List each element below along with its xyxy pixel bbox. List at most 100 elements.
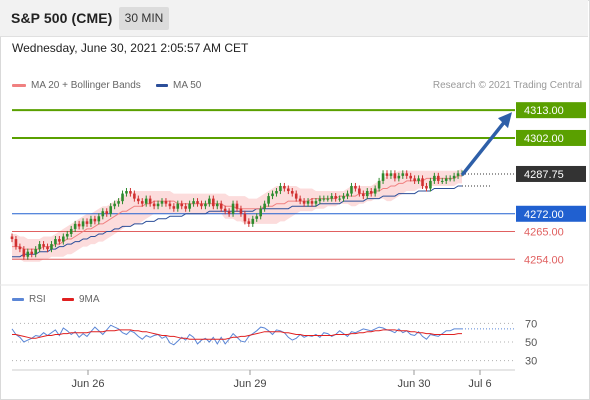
price-label-4287.75: 4287.75 [524,169,564,181]
candle-body [129,191,132,194]
timeframe-badge[interactable]: 30 MIN [119,7,169,30]
legend-ma20-label: MA 20 + Bollinger Bands [31,80,141,91]
x-tick-label: Jun 26 [71,378,104,390]
candle-body [196,201,199,204]
candle-body [133,193,136,199]
candle-body [425,185,428,189]
candle-body [267,196,270,204]
candle-body [358,188,361,194]
candle-body [362,193,365,197]
candle-body [287,188,290,192]
instrument-title: S&P 500 (CME) [11,10,113,26]
price-label-box [516,102,586,119]
candle-body [18,246,22,250]
candle-body [433,175,436,181]
candle-body [302,201,306,204]
x-tick-label: Jun 29 [233,378,266,390]
candle-body [444,178,448,181]
candle-body [38,244,41,250]
candle-body [259,208,262,217]
price-label-4272.00: 4272.00 [524,209,564,221]
candle-body [50,244,53,250]
candle-body [93,218,97,222]
candle-body [219,203,223,209]
candle-body [192,201,195,204]
price-label-box [516,205,586,222]
candle-body [330,196,334,199]
candle-body [409,175,412,179]
candle-body [417,178,420,181]
candle-body [26,251,30,257]
candle-body [350,185,353,194]
candle-body [10,236,14,240]
price-label-4254.00: 4254.00 [524,254,564,266]
candle-body [452,175,456,179]
candle-body [373,188,377,194]
candle-body [239,208,243,214]
candle-body [231,203,235,214]
rsi-tick-label: 30 [525,356,537,368]
candle-body [160,201,164,204]
candle-body [184,206,187,209]
rsi-line [11,324,462,346]
candle-body [172,206,176,209]
candle-body [405,173,409,176]
candle-body [30,251,34,255]
header-bar: S&P 500 (CME) 30 MIN [0,0,588,37]
candle-body [73,223,77,229]
x-tick-label: Jul 6 [468,378,491,390]
candle-body [247,221,251,224]
candle-body [58,239,61,242]
candle-body [121,193,124,202]
candle-body [346,193,349,197]
candle-body [54,239,57,245]
candle-body [326,198,330,200]
candle-body [279,185,282,192]
candle-body [156,203,160,207]
candle-body [298,198,302,202]
price-label-4265.00: 4265.00 [524,226,564,238]
candle-body [421,178,424,186]
candle-body [413,178,416,181]
candle-body [310,201,314,204]
candle-body [204,203,207,207]
candle-body [105,211,109,214]
legend-rsi: RSI [12,294,46,305]
candle-body [200,203,203,207]
candle-body [235,203,239,209]
candle-body [65,233,69,237]
candle-body [389,173,393,176]
candle-body [212,198,215,207]
candle-body [365,191,369,197]
candle-body [152,203,156,207]
candle-body [77,223,81,227]
candle-body [334,196,337,199]
candle-body [263,203,266,209]
bollinger-band [12,168,462,262]
candle-body [290,191,294,194]
candle-body [62,236,65,242]
ma50-swatch [156,83,168,87]
timestamp: Wednesday, June 30, 2021 2:05:57 AM CET [12,41,249,55]
candle-body [255,216,259,219]
candle-body [46,246,49,250]
candle-body [89,218,93,224]
projection-arrow-shaft [461,119,507,176]
candle-body [440,180,444,182]
candle-body [354,185,357,189]
candle-body [275,191,278,194]
legend-rsi-label: RSI [29,294,46,305]
candle-body [164,201,168,204]
candle-body [456,173,460,176]
candle-body [318,198,322,202]
candle-body [97,216,101,222]
price-label-4313.00: 4313.00 [524,105,564,117]
legend-ma20: MA 20 + Bollinger Bands [12,80,141,91]
candle-body [283,185,286,189]
ma9-swatch [62,297,74,301]
candle-body [306,201,310,204]
candle-body [137,198,140,202]
candle-body [42,244,45,247]
candle-body [381,173,385,181]
